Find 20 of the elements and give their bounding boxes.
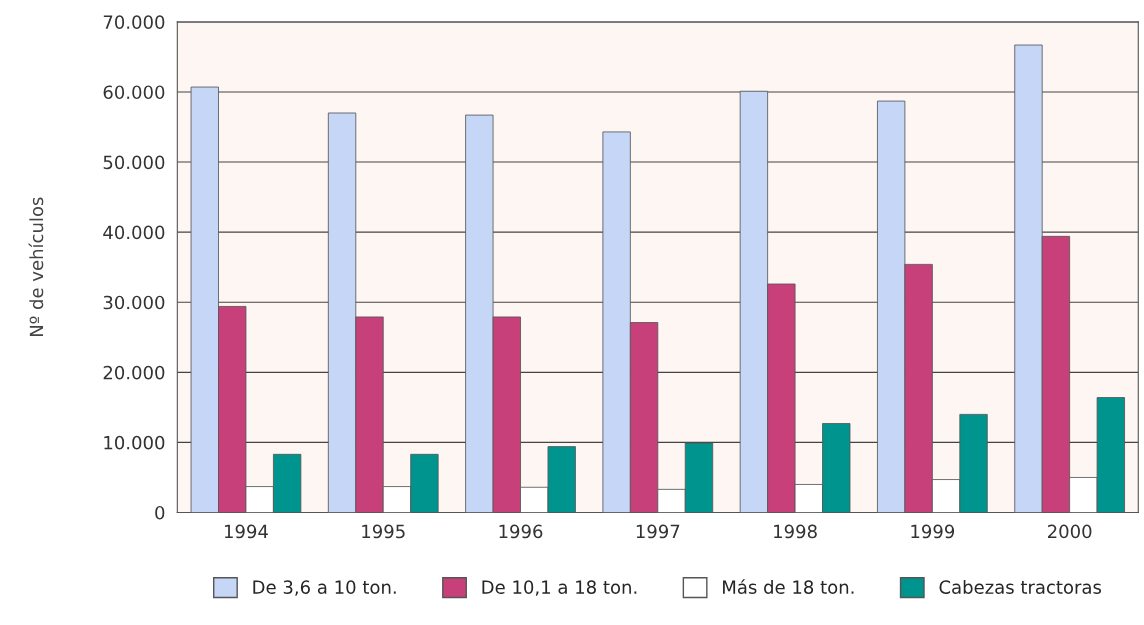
y-tick-label: 40.000 <box>103 225 165 240</box>
y-tick-label: 60.000 <box>103 85 165 100</box>
y-tick-label: 20.000 <box>103 365 165 380</box>
y-tick-label: 10.000 <box>104 435 165 450</box>
y-tick-label: 70.000 <box>103 15 165 29</box>
y-tick-label: 50.000 <box>103 155 165 170</box>
y-axis-title: Nº de vehículos <box>28 197 44 336</box>
legend-label: Más de 18 ton. <box>723 579 854 594</box>
x-tick-label: 1998 <box>774 524 817 539</box>
x-tick-label: 1997 <box>636 524 680 539</box>
legend-label: De 10,1 a 18 ton. <box>482 580 637 596</box>
y-tick-label: 0 <box>155 505 165 520</box>
legend-label: Cabezas tractoras <box>939 579 1102 594</box>
x-tick-label: 2000 <box>1047 524 1092 539</box>
x-tick-label: 1999 <box>911 524 955 539</box>
x-tick-label: 1995 <box>362 524 405 539</box>
x-tick-label: 1994 <box>224 524 268 539</box>
legend-label: De 3,6 a 10 ton. <box>253 580 396 596</box>
x-tick-label: 1996 <box>499 524 543 539</box>
y-tick-label: 30.000 <box>103 295 165 310</box>
